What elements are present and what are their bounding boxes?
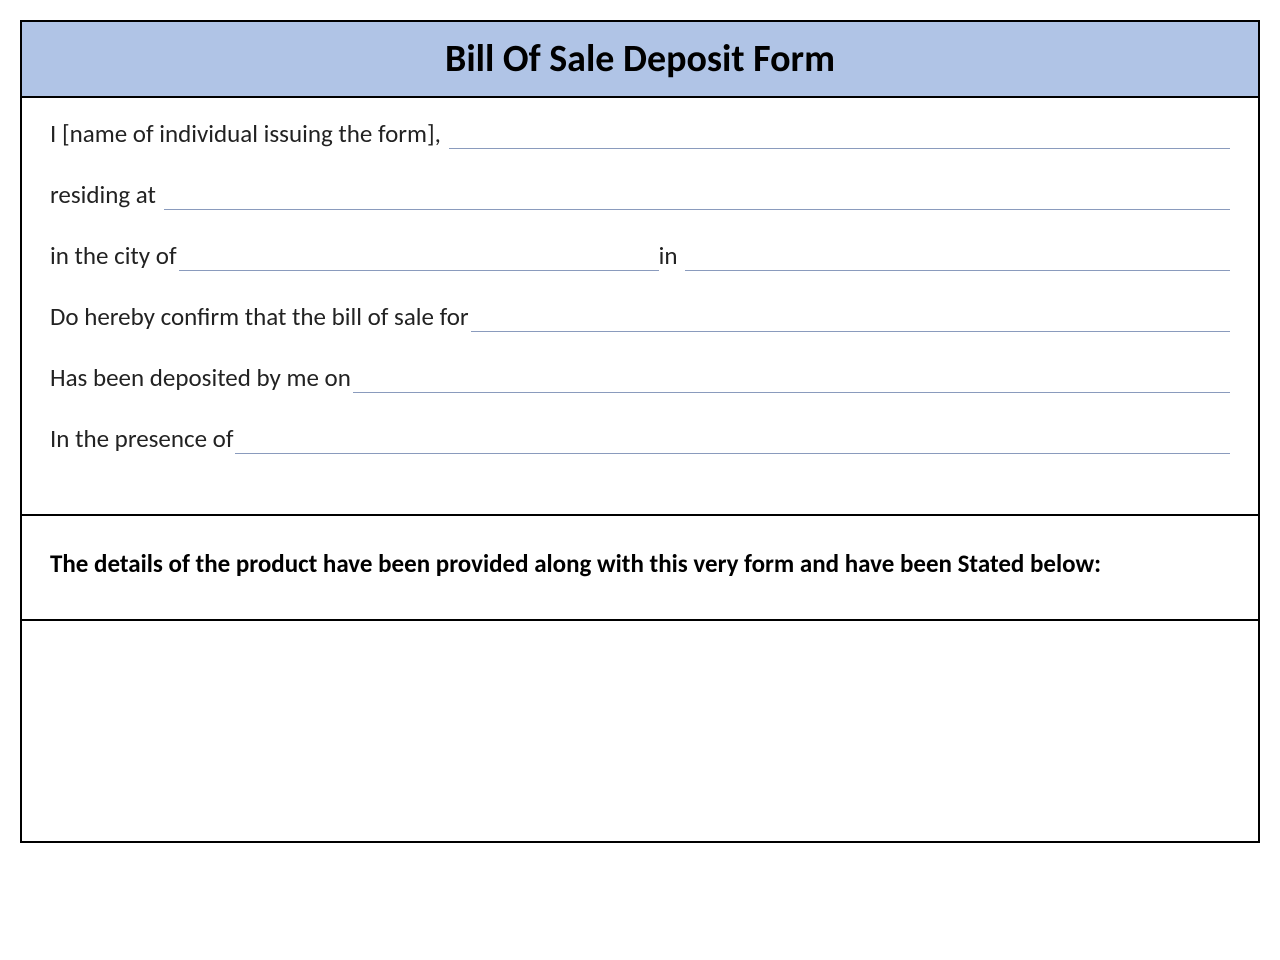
city-label: in the city of <box>50 240 177 271</box>
form-title: Bill Of Sale Deposit Form <box>445 36 835 82</box>
line-deposited: Has been deposited by me on <box>50 362 1230 393</box>
state-input-line[interactable] <box>685 247 1230 271</box>
deposited-input-line[interactable] <box>353 369 1230 393</box>
presence-label: In the presence of <box>50 423 233 454</box>
details-heading: The details of the product have been pro… <box>50 548 1101 579</box>
issuer-label: I [name of individual issuing the form], <box>50 118 447 149</box>
residing-input-line[interactable] <box>164 186 1230 210</box>
line-confirm: Do hereby confirm that the bill of sale … <box>50 301 1230 332</box>
line-city: in the city of in <box>50 240 1230 271</box>
confirm-label: Do hereby confirm that the bill of sale … <box>50 301 469 332</box>
empty-details-area[interactable] <box>22 621 1258 841</box>
confirm-input-line[interactable] <box>471 308 1230 332</box>
line-residing: residing at <box>50 179 1230 210</box>
declaration-section: I [name of individual issuing the form],… <box>22 98 1258 516</box>
form-container: Bill Of Sale Deposit Form I [name of ind… <box>20 20 1260 843</box>
line-issuer: I [name of individual issuing the form], <box>50 118 1230 149</box>
form-title-bar: Bill Of Sale Deposit Form <box>22 22 1258 98</box>
in-label: in <box>659 240 684 271</box>
details-section: The details of the product have been pro… <box>22 516 1258 621</box>
city-input-line[interactable] <box>179 247 659 271</box>
presence-input-line[interactable] <box>235 430 1230 454</box>
deposited-label: Has been deposited by me on <box>50 362 351 393</box>
line-presence: In the presence of <box>50 423 1230 454</box>
issuer-input-line[interactable] <box>449 125 1230 149</box>
residing-label: residing at <box>50 179 162 210</box>
